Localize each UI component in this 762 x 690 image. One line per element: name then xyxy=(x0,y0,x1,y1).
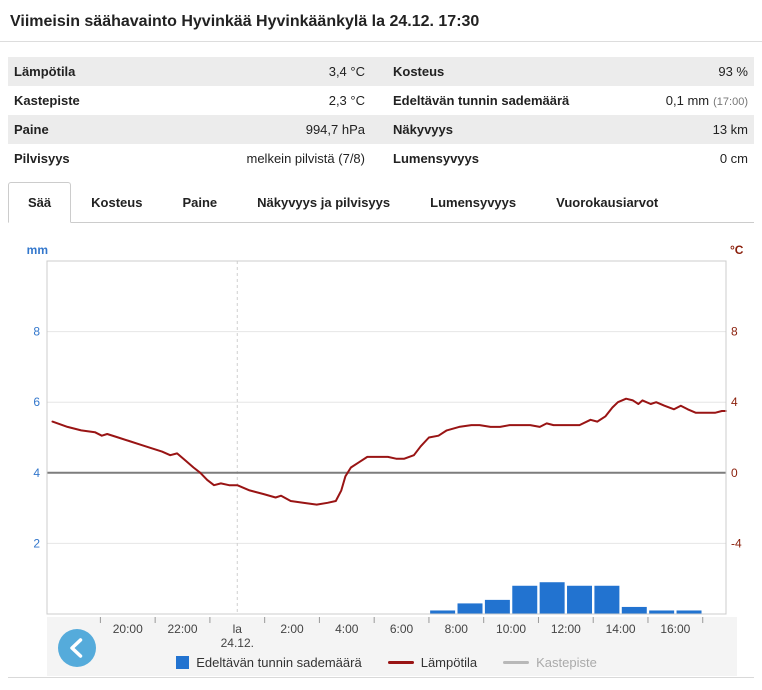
plot-border xyxy=(46,260,727,615)
x-axis-tick-label: 20:00 xyxy=(113,622,143,636)
legend-item-precipitation[interactable]: Edeltävän tunnin sademäärä xyxy=(176,655,362,670)
y-axis-right-tick-label: 4 xyxy=(731,395,738,409)
obs-value: melkein pilvistä (7/8) xyxy=(246,151,366,166)
y-axis-left-title: mm xyxy=(27,243,48,257)
obs-label: Pilvisyys xyxy=(14,151,70,166)
weather-chart: mm °C 2 4 6 8 -4 0 4 8 20:00 22:00 la 24.12. 2:00 4:00 6… xyxy=(0,241,762,690)
y-axis-left-tick-label: 4 xyxy=(33,466,40,480)
precipitation-bar[interactable] xyxy=(567,585,593,614)
legend-label: Edeltävän tunnin sademäärä xyxy=(196,654,362,670)
page-title: Viimeisin säähavainto Hyvinkää Hyvinkään… xyxy=(10,13,480,30)
observation-table: Lämpötila 3,4 °C Kosteus 93 % Kastepiste… xyxy=(8,57,754,173)
x-axis-tick-label: 2:00 xyxy=(280,622,304,636)
time-axis-strip[interactable] xyxy=(47,617,737,676)
obs-label: Lumensyvyys xyxy=(393,151,479,166)
obs-value: 994,7 hPa xyxy=(305,122,365,137)
tab-kosteus[interactable]: Kosteus xyxy=(91,195,143,210)
precipitation-bar[interactable] xyxy=(594,585,620,614)
precipitation-bar[interactable] xyxy=(512,585,538,614)
x-axis-tick-label: 16:00 xyxy=(660,622,690,636)
obs-value: 0,1 mm (17:00) xyxy=(665,93,748,108)
precipitation-bar[interactable] xyxy=(621,606,647,614)
obs-value: 3,4 °C xyxy=(328,64,365,79)
y-axis-right-title: °C xyxy=(730,243,744,257)
table-row: Pilvisyys melkein pilvistä (7/8) Lumensy… xyxy=(8,144,754,173)
precipitation-bars xyxy=(430,582,702,614)
y-axis-left-tick-label: 6 xyxy=(33,395,40,409)
x-axis-tick-label: 6:00 xyxy=(390,622,414,636)
x-axis-tick-label: 14:00 xyxy=(606,622,636,636)
obs-label: Näkyvyys xyxy=(393,122,453,137)
table-row: Lämpötila 3,4 °C Kosteus 93 % xyxy=(8,57,754,86)
obs-value: 2,3 °C xyxy=(328,93,365,108)
legend-label: Lämpötila xyxy=(420,654,478,670)
chart-legend: Edeltävän tunnin sademäärä Lämpötila Kas… xyxy=(47,650,726,674)
table-row: Kastepiste 2,3 °C Edeltävän tunnin sadem… xyxy=(8,86,754,115)
y-axis-right-tick-label: -4 xyxy=(731,536,742,550)
x-axis-tick-label: la xyxy=(233,622,243,636)
scroll-back-button[interactable] xyxy=(58,629,96,667)
y-axis-left-tick-label: 8 xyxy=(33,325,40,339)
x-axis-tick-label: 8:00 xyxy=(445,622,469,636)
y-axis-right-tick-label: 8 xyxy=(731,325,738,339)
obs-label: Paine xyxy=(14,122,49,137)
tab-vuorokausiarvot[interactable]: Vuorokausiarvot xyxy=(556,195,659,210)
obs-label: Kosteus xyxy=(393,64,445,79)
page-header: Viimeisin säähavainto Hyvinkää Hyvinkään… xyxy=(0,0,762,42)
obs-value: 0 cm xyxy=(719,151,748,166)
y-axis-right-tick-label: 0 xyxy=(731,466,738,480)
x-axis-tick-label: 12:00 xyxy=(551,622,581,636)
x-axis-tick-label: 4:00 xyxy=(335,622,359,636)
table-row: Paine 994,7 hPa Näkyvyys 13 km xyxy=(8,115,754,144)
obs-value-timestamp: (17:00) xyxy=(713,96,748,108)
x-axis-tick-label: 10:00 xyxy=(496,622,526,636)
y-axis-left-tick-label: 2 xyxy=(33,536,40,550)
precipitation-bar[interactable] xyxy=(430,610,456,614)
precipitation-bar[interactable] xyxy=(676,610,702,614)
legend-item-temperature[interactable]: Lämpötila xyxy=(387,654,478,670)
precipitation-bar[interactable] xyxy=(457,603,483,614)
tab-nakyvyys-ja-pilvisyys[interactable]: Näkyvyys ja pilvisyys xyxy=(257,195,391,210)
tab-saa[interactable]: Sää xyxy=(8,182,72,223)
legend-label: Kastepiste xyxy=(536,654,597,670)
x-axis-tick-label-date: 24.12. xyxy=(221,636,254,650)
x-axis-tick-label: 22:00 xyxy=(168,622,198,636)
tab-lumensyvyys[interactable]: Lumensyvyys xyxy=(430,195,517,210)
plot-area xyxy=(47,261,726,614)
chevron-left-icon xyxy=(70,638,83,658)
obs-value: 93 % xyxy=(718,64,748,79)
temperature-swatch-icon xyxy=(387,660,414,664)
chart-tabs: Sää Kosteus Paine Näkyvyys ja pilvisyys … xyxy=(8,182,754,223)
obs-label: Kastepiste xyxy=(14,93,80,108)
legend-item-dewpoint[interactable]: Kastepiste xyxy=(503,655,597,670)
precipitation-bar[interactable] xyxy=(649,610,675,614)
obs-label: Lämpötila xyxy=(14,64,76,79)
obs-label: Edeltävän tunnin sademäärä xyxy=(393,93,570,108)
tab-paine[interactable]: Paine xyxy=(182,195,218,210)
precipitation-bar[interactable] xyxy=(484,599,510,614)
precipitation-swatch-icon xyxy=(176,655,190,669)
precipitation-bar[interactable] xyxy=(539,582,565,614)
temperature-line[interactable] xyxy=(51,397,727,506)
dewpoint-swatch-icon xyxy=(503,660,530,664)
obs-value: 13 km xyxy=(712,122,748,137)
